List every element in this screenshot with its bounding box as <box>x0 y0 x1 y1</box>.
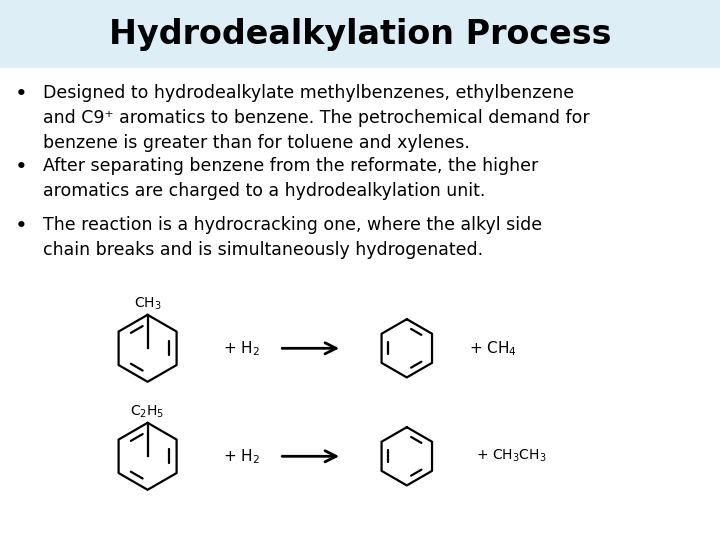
Text: + CH$_4$: + CH$_4$ <box>469 339 517 357</box>
Text: •: • <box>15 157 28 177</box>
Text: Designed to hydrodealkylate methylbenzenes, ethylbenzene
and C9⁺ aromatics to be: Designed to hydrodealkylate methylbenzen… <box>43 84 590 152</box>
Text: + CH$_3$CH$_3$: + CH$_3$CH$_3$ <box>476 448 546 464</box>
Text: Hydrodealkylation Process: Hydrodealkylation Process <box>109 17 611 51</box>
Text: •: • <box>15 84 28 104</box>
Text: C$_2$H$_5$: C$_2$H$_5$ <box>130 404 165 420</box>
Text: The reaction is a hydrocracking one, where the alkyl side
chain breaks and is si: The reaction is a hydrocracking one, whe… <box>43 216 542 259</box>
Text: + H$_2$: + H$_2$ <box>222 447 260 465</box>
Text: After separating benzene from the reformate, the higher
aromatics are charged to: After separating benzene from the reform… <box>43 157 539 200</box>
Text: •: • <box>15 216 28 236</box>
Text: CH$_3$: CH$_3$ <box>134 296 161 312</box>
FancyBboxPatch shape <box>0 0 720 68</box>
Text: + H$_2$: + H$_2$ <box>222 339 260 357</box>
